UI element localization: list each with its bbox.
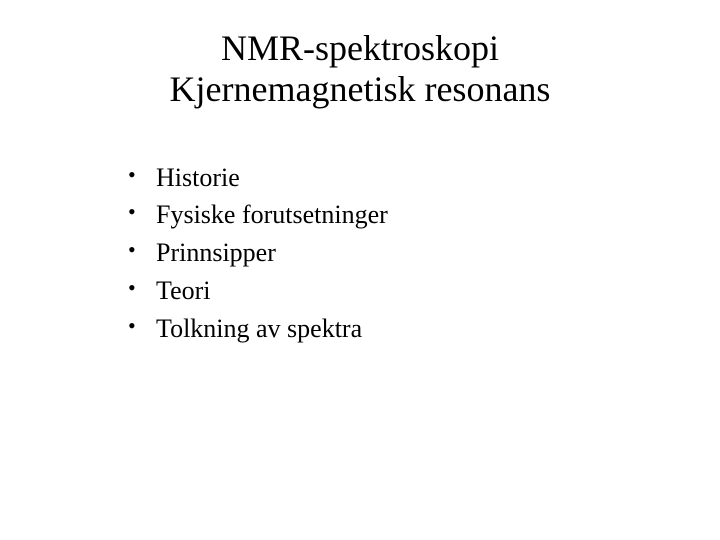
list-item: Fysiske forutsetninger [128, 196, 660, 234]
title-line-2: Kjernemagnetisk resonans [60, 69, 660, 110]
list-item: Prinnsipper [128, 234, 660, 272]
slide-container: NMR-spektroskopi Kjernemagnetisk resonan… [0, 0, 720, 540]
list-item: Tolkning av spektra [128, 310, 660, 348]
list-item: Teori [128, 272, 660, 310]
list-item: Historie [128, 159, 660, 197]
title-block: NMR-spektroskopi Kjernemagnetisk resonan… [60, 28, 660, 111]
bullet-list: Historie Fysiske forutsetninger Prinnsip… [60, 159, 660, 347]
title-line-1: NMR-spektroskopi [60, 28, 660, 69]
